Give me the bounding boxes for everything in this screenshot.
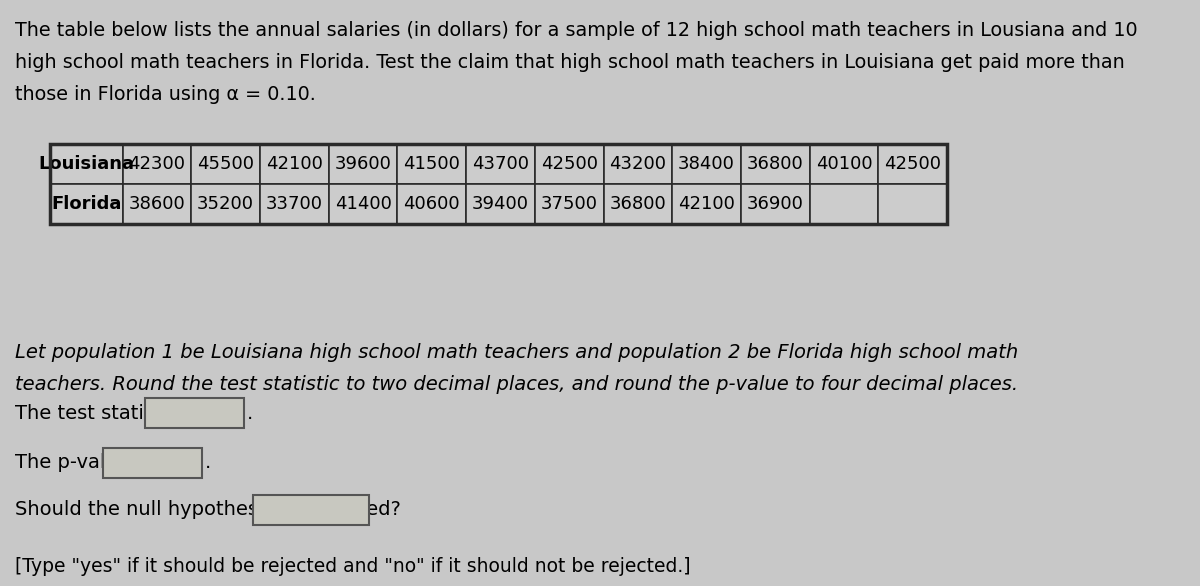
Text: Should the null hypothesis be rejected?: Should the null hypothesis be rejected? — [14, 500, 401, 519]
Text: 40100: 40100 — [816, 155, 872, 172]
Text: 37500: 37500 — [541, 195, 598, 213]
Text: 42100: 42100 — [266, 155, 323, 172]
Bar — [49, 144, 122, 183]
Text: 40600: 40600 — [403, 195, 460, 213]
Bar — [329, 183, 397, 224]
Text: 41400: 41400 — [335, 195, 391, 213]
Text: Florida: Florida — [50, 195, 121, 213]
Text: 41500: 41500 — [403, 155, 460, 172]
Text: 45500: 45500 — [197, 155, 254, 172]
Text: The table below lists the annual salaries (in dollars) for a sample of 12 high s: The table below lists the annual salarie… — [14, 21, 1138, 39]
Bar — [253, 495, 370, 525]
Bar — [122, 183, 191, 224]
Bar — [329, 144, 397, 183]
Bar — [810, 144, 878, 183]
Text: 36800: 36800 — [746, 155, 804, 172]
Text: .: . — [247, 404, 253, 423]
Bar — [740, 183, 810, 224]
Text: 42500: 42500 — [884, 155, 941, 172]
Bar — [604, 144, 672, 183]
Text: teachers. Round the test statistic to two decimal places, and round the p-value : teachers. Round the test statistic to tw… — [14, 375, 1018, 394]
Bar — [535, 183, 604, 224]
Bar — [878, 183, 947, 224]
Text: 36800: 36800 — [610, 195, 666, 213]
Text: 42100: 42100 — [678, 195, 736, 213]
Bar — [191, 183, 260, 224]
Bar — [397, 183, 466, 224]
Text: 42500: 42500 — [541, 155, 598, 172]
Bar — [191, 144, 260, 183]
Text: The test statistic is: The test statistic is — [14, 404, 199, 423]
Bar — [466, 183, 535, 224]
Bar — [672, 183, 740, 224]
Bar — [49, 183, 122, 224]
Text: 43700: 43700 — [472, 155, 529, 172]
Text: .: . — [204, 454, 211, 472]
Bar — [466, 144, 535, 183]
Bar — [878, 144, 947, 183]
Bar — [122, 144, 191, 183]
Text: Louisiana: Louisiana — [38, 155, 134, 172]
Text: 38600: 38600 — [128, 195, 185, 213]
Text: [Type "yes" if it should be rejected and "no" if it should not be rejected.]: [Type "yes" if it should be rejected and… — [14, 557, 690, 575]
Bar — [49, 144, 947, 224]
Bar — [397, 144, 466, 183]
Bar — [810, 183, 878, 224]
Text: Let population 1 be Louisiana high school math teachers and population 2 be Flor: Let population 1 be Louisiana high schoo… — [14, 343, 1018, 362]
Text: The p-value is: The p-value is — [14, 454, 151, 472]
Text: those in Florida using α = 0.10.: those in Florida using α = 0.10. — [14, 85, 316, 104]
Text: 35200: 35200 — [197, 195, 254, 213]
Text: 33700: 33700 — [266, 195, 323, 213]
Bar — [102, 448, 202, 478]
Text: 43200: 43200 — [610, 155, 666, 172]
Bar — [145, 398, 244, 428]
Bar — [260, 144, 329, 183]
Text: high school math teachers in Florida. Test the claim that high school math teach: high school math teachers in Florida. Te… — [14, 53, 1124, 71]
Bar — [604, 183, 672, 224]
Text: 39400: 39400 — [472, 195, 529, 213]
Bar — [672, 144, 740, 183]
Bar — [535, 144, 604, 183]
Text: 36900: 36900 — [746, 195, 804, 213]
Bar — [740, 144, 810, 183]
Text: 38400: 38400 — [678, 155, 736, 172]
Text: 39600: 39600 — [335, 155, 391, 172]
Text: 42300: 42300 — [128, 155, 185, 172]
Bar — [260, 183, 329, 224]
